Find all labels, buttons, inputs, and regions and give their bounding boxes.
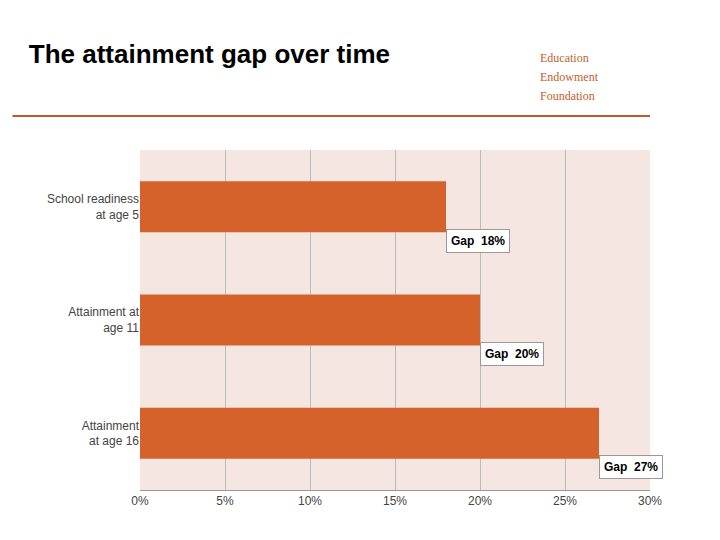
svg-text:Foundation: Foundation — [540, 89, 595, 103]
svg-text:Gap 20%: Gap 20% — [485, 347, 539, 361]
svg-text:Education: Education — [540, 51, 589, 65]
svg-text:0%: 0% — [131, 494, 149, 508]
svg-text:5%: 5% — [216, 494, 234, 508]
svg-text:30%: 30% — [638, 494, 662, 508]
svg-text:School readinessat age 5: School readinessat age 5 — [47, 192, 139, 222]
svg-text:10%: 10% — [298, 494, 322, 508]
svg-text:20%: 20% — [468, 494, 492, 508]
svg-text:Attainmentat age 16: Attainmentat age 16 — [82, 419, 140, 449]
svg-text:Gap 18%: Gap 18% — [451, 234, 505, 248]
svg-text:Endowment: Endowment — [540, 70, 599, 84]
svg-text:The attainment gap over time: The attainment gap over time — [29, 39, 390, 69]
svg-text:15%: 15% — [383, 494, 407, 508]
svg-text:Gap 27%: Gap 27% — [604, 460, 658, 474]
svg-text:Attainment atage 11: Attainment atage 11 — [68, 305, 139, 335]
svg-text:25%: 25% — [553, 494, 577, 508]
